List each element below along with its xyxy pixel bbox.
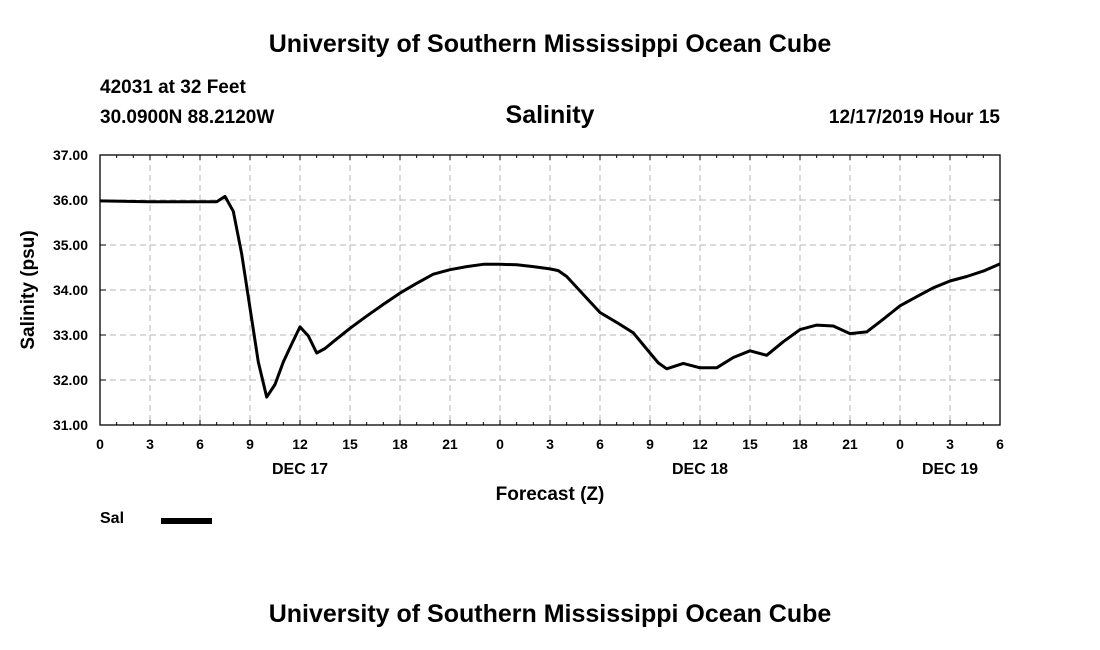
day-label: DEC 17 <box>272 461 328 478</box>
coordinates-label: 30.0900N 88.2120W <box>100 107 275 128</box>
x-tick-label: 6 <box>196 436 204 452</box>
x-tick-label: 3 <box>946 436 954 452</box>
x-axis-title: Forecast (Z) <box>496 484 605 505</box>
grid-layer <box>100 155 1000 425</box>
tick-layer <box>99 154 1001 426</box>
x-tick-label: 12 <box>292 436 308 452</box>
x-tick-label: 18 <box>792 436 808 452</box>
x-tick-label: 15 <box>342 436 358 452</box>
chart-footer-title: University of Southern Mississippi Ocean… <box>268 600 832 628</box>
y-tick-label: 37.00 <box>53 147 88 163</box>
y-tick-label: 34.00 <box>53 282 88 298</box>
legend-swatch <box>161 518 212 524</box>
x-tick-label: 12 <box>692 436 708 452</box>
x-tick-label: 9 <box>246 436 254 452</box>
legend-label: Sal <box>100 510 125 527</box>
x-tick-label: 15 <box>742 436 758 452</box>
chart-header-title: University of Southern Mississippi Ocean… <box>268 30 832 58</box>
forecast-datetime: 12/17/2019 Hour 15 <box>828 107 1000 128</box>
y-tick-label: 32.00 <box>53 372 88 388</box>
x-tick-label: 21 <box>842 436 858 452</box>
x-tick-label: 21 <box>442 436 458 452</box>
x-tick-label: 18 <box>392 436 408 452</box>
tick-label-layer: 0 3 6 9 12 15 18 21 0 3 6 9 12 15 18 21 0 3 6 31.00 32.00 33.… <box>53 147 1004 478</box>
x-tick-label: 6 <box>996 436 1004 452</box>
y-tick-label: 31.00 <box>53 417 88 433</box>
station-label: 42031 at 32 Feet <box>100 77 246 98</box>
y-axis-title: Salinity (psu) <box>18 230 39 349</box>
day-label: DEC 19 <box>922 461 978 478</box>
x-tick-label: 9 <box>646 436 654 452</box>
x-tick-label: 0 <box>96 436 104 452</box>
salinity-series-line <box>99 194 1001 399</box>
y-tick-label: 35.00 <box>53 237 88 253</box>
y-tick-label: 33.00 <box>53 327 88 343</box>
x-tick-label: 0 <box>896 436 904 452</box>
x-tick-label: 3 <box>146 436 154 452</box>
x-tick-label: 6 <box>596 436 604 452</box>
variable-title: Salinity <box>505 101 595 129</box>
x-tick-label: 0 <box>496 436 504 452</box>
x-tick-label: 3 <box>546 436 554 452</box>
y-tick-label: 36.00 <box>53 192 88 208</box>
day-label: DEC 18 <box>672 461 728 478</box>
